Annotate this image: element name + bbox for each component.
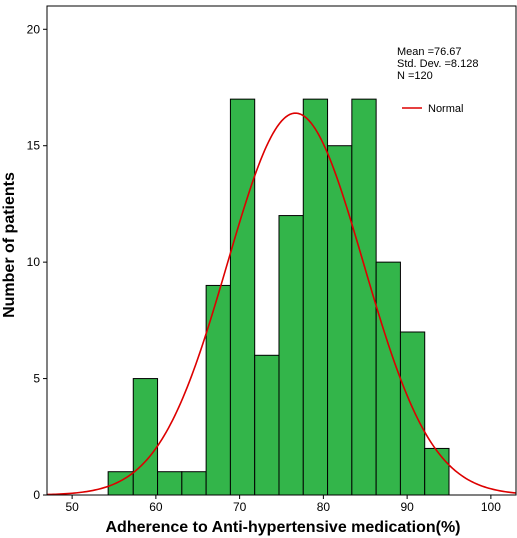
legend: Normal — [402, 103, 463, 115]
x-tick-label: 70 — [233, 500, 247, 514]
x-tick-label: 50 — [65, 500, 79, 514]
y-tick-label: 10 — [27, 255, 41, 269]
histogram-bar — [157, 471, 183, 496]
histogram-bar — [302, 98, 329, 496]
x-tick-label: 60 — [149, 500, 163, 514]
legend-normal-label: Normal — [428, 103, 463, 115]
x-tick-label: 100 — [481, 500, 501, 514]
stats-mean: Mean =76.67 — [397, 46, 462, 58]
x-tick-label: 90 — [400, 500, 414, 514]
bars-layer — [107, 98, 450, 496]
y-tick-label: 5 — [33, 372, 40, 386]
plot-area: 50 60 70 80 90 100 0 5 10 15 20 — [27, 5, 517, 514]
stats-box: Mean =76.67 Std. Dev. =8.128 N =120 — [397, 46, 478, 82]
histogram-bar — [205, 284, 231, 496]
histogram-bar — [351, 98, 377, 496]
ticks-layer: 50 60 70 80 90 100 0 5 10 15 20 — [27, 22, 502, 514]
histogram-bar — [254, 354, 280, 496]
stats-std-dev: Std. Dev. =8.128 — [397, 58, 478, 70]
histogram-bar — [181, 471, 207, 496]
stats-n: N =120 — [397, 70, 433, 82]
y-axis-title: Number of patients — [1, 172, 18, 318]
histogram-bar — [278, 215, 304, 496]
y-tick-label: 20 — [27, 22, 41, 36]
normal-curve — [46, 112, 517, 496]
histogram-bar — [424, 447, 450, 496]
x-axis-title: Adherence to Anti-hypertensive medicatio… — [105, 519, 460, 536]
histogram-bar — [229, 98, 256, 496]
x-tick-label: 80 — [317, 500, 331, 514]
histogram-bar — [375, 261, 401, 496]
histogram-bar — [399, 331, 426, 496]
plot-frame — [46, 5, 517, 496]
y-tick-label: 0 — [33, 488, 40, 502]
y-tick-label: 15 — [27, 139, 41, 153]
histogram-bar — [132, 378, 159, 496]
histogram-bar — [327, 145, 353, 496]
